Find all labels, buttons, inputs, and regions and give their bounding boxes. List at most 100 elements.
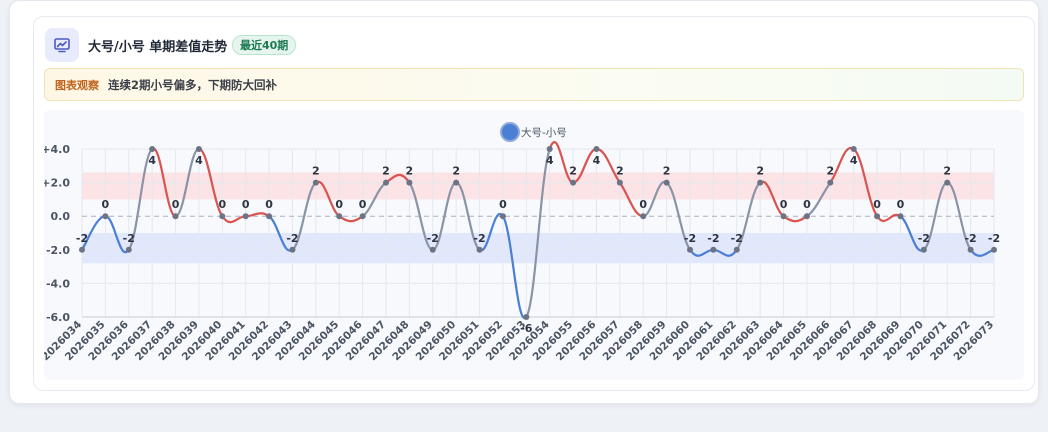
legend-marker <box>500 122 520 142</box>
data-label: 0 <box>780 198 788 211</box>
series-line-segment <box>431 181 458 251</box>
series-line-segment <box>221 215 247 224</box>
data-label: 0 <box>265 198 273 211</box>
data-point <box>266 213 273 220</box>
data-label: 4 <box>850 154 858 167</box>
data-point <box>570 179 577 186</box>
data-point <box>499 213 506 220</box>
observation-text: 连续2期小号偏多，下期防大回补 <box>108 78 277 92</box>
data-label: 0 <box>335 198 343 211</box>
series-line-segment <box>852 147 879 218</box>
data-point <box>125 246 132 253</box>
y-tick-label: -4.0 <box>46 277 70 290</box>
data-point <box>897 213 904 220</box>
data-label: 2 <box>382 165 390 178</box>
data-label: 2 <box>452 165 460 178</box>
data-label: -2 <box>684 232 696 245</box>
data-label: 2 <box>406 165 414 178</box>
chart-area: +4.0 +2.0 0.0 -2.0 -4.0 -6.0 2026034 2026035 202… <box>39 110 1024 380</box>
data-point <box>383 179 389 186</box>
data-label: -2 <box>731 232 743 245</box>
data-label: 0 <box>873 198 881 211</box>
series-line-segment <box>455 181 481 251</box>
data-label: 2 <box>826 165 834 178</box>
data-label: 0 <box>639 198 647 211</box>
data-label: -2 <box>76 232 88 245</box>
data-label: 0 <box>897 198 905 211</box>
data-point <box>827 179 834 186</box>
data-point <box>149 146 156 152</box>
data-label: 4 <box>593 154 601 167</box>
data-label: 2 <box>756 165 764 178</box>
series-line-segment <box>361 181 388 218</box>
observation-tag: 图表观察 <box>55 79 99 92</box>
data-point <box>523 314 530 320</box>
data-point <box>219 213 226 220</box>
data-label: 2 <box>312 165 320 178</box>
data-label: 4 <box>546 154 554 167</box>
data-point <box>616 179 623 186</box>
series-line-segment <box>174 147 201 218</box>
y-tick-label: -2.0 <box>46 244 70 257</box>
data-label: -2 <box>918 232 930 245</box>
data-point <box>733 246 740 253</box>
data-point <box>944 179 951 186</box>
data-label: -2 <box>707 232 719 245</box>
data-label: 0 <box>803 198 811 211</box>
series-line-segment <box>291 181 317 251</box>
y-tick-label: 0.0 <box>51 210 71 223</box>
data-point <box>780 213 787 220</box>
data-point <box>476 246 483 253</box>
data-point <box>102 213 109 220</box>
data-label: 0 <box>499 198 507 211</box>
data-point <box>172 213 179 220</box>
data-point <box>242 213 249 220</box>
data-label: -6 <box>520 322 533 335</box>
data-label: 0 <box>102 198 110 211</box>
observation-bar: 图表观察 连续2期小号偏多，下期防大回补 <box>44 68 1024 101</box>
data-point <box>967 246 974 253</box>
series-line-segment <box>735 181 762 251</box>
data-label: -2 <box>427 232 439 245</box>
series-line-segment <box>501 215 528 320</box>
data-label: -2 <box>473 232 485 245</box>
data-point <box>920 246 927 253</box>
series-line-segment <box>782 215 809 223</box>
data-label: 4 <box>195 154 203 167</box>
data-label: 0 <box>242 198 250 211</box>
card-title: 大号/小号 单期差值走势 <box>88 40 228 55</box>
data-point <box>874 213 881 220</box>
outer-panel: 大号/小号 单期差值走势 最近40期 图表观察 连续2期小号偏多，下期防大回补 … <box>9 0 1039 404</box>
data-point <box>312 179 319 186</box>
y-tick-label: +4.0 <box>44 143 70 156</box>
data-label: -2 <box>964 232 976 245</box>
data-point <box>429 246 436 253</box>
data-point <box>687 246 693 253</box>
data-point <box>757 179 764 186</box>
data-point <box>850 146 857 152</box>
data-point <box>640 213 647 220</box>
series-line-segment <box>548 141 575 184</box>
series-line-segment <box>922 181 949 251</box>
data-point <box>803 213 810 220</box>
data-label: 2 <box>943 165 951 178</box>
diff-trend-chart: +4.0+2.00.0-2.0-4.0-6.020260342026035202… <box>39 122 1000 363</box>
series-line-segment <box>127 147 154 251</box>
y-tick-label: -6.0 <box>46 311 70 324</box>
series-line-segment <box>665 181 692 251</box>
chart-trend-icon <box>45 28 79 62</box>
data-point <box>546 146 553 152</box>
data-label: -2 <box>123 232 135 245</box>
data-label: 2 <box>569 165 577 178</box>
data-point <box>406 179 413 186</box>
period-badge: 最近40期 <box>232 35 297 55</box>
data-point <box>593 146 600 152</box>
data-label: 2 <box>616 165 624 178</box>
data-point <box>336 213 343 220</box>
series-line-segment <box>338 215 364 223</box>
data-label: -2 <box>988 232 1000 245</box>
y-tick-label: +2.0 <box>44 177 70 190</box>
legend-label: 大号-小号 <box>521 126 567 139</box>
data-label: 4 <box>148 154 156 167</box>
data-label: 0 <box>359 198 367 211</box>
